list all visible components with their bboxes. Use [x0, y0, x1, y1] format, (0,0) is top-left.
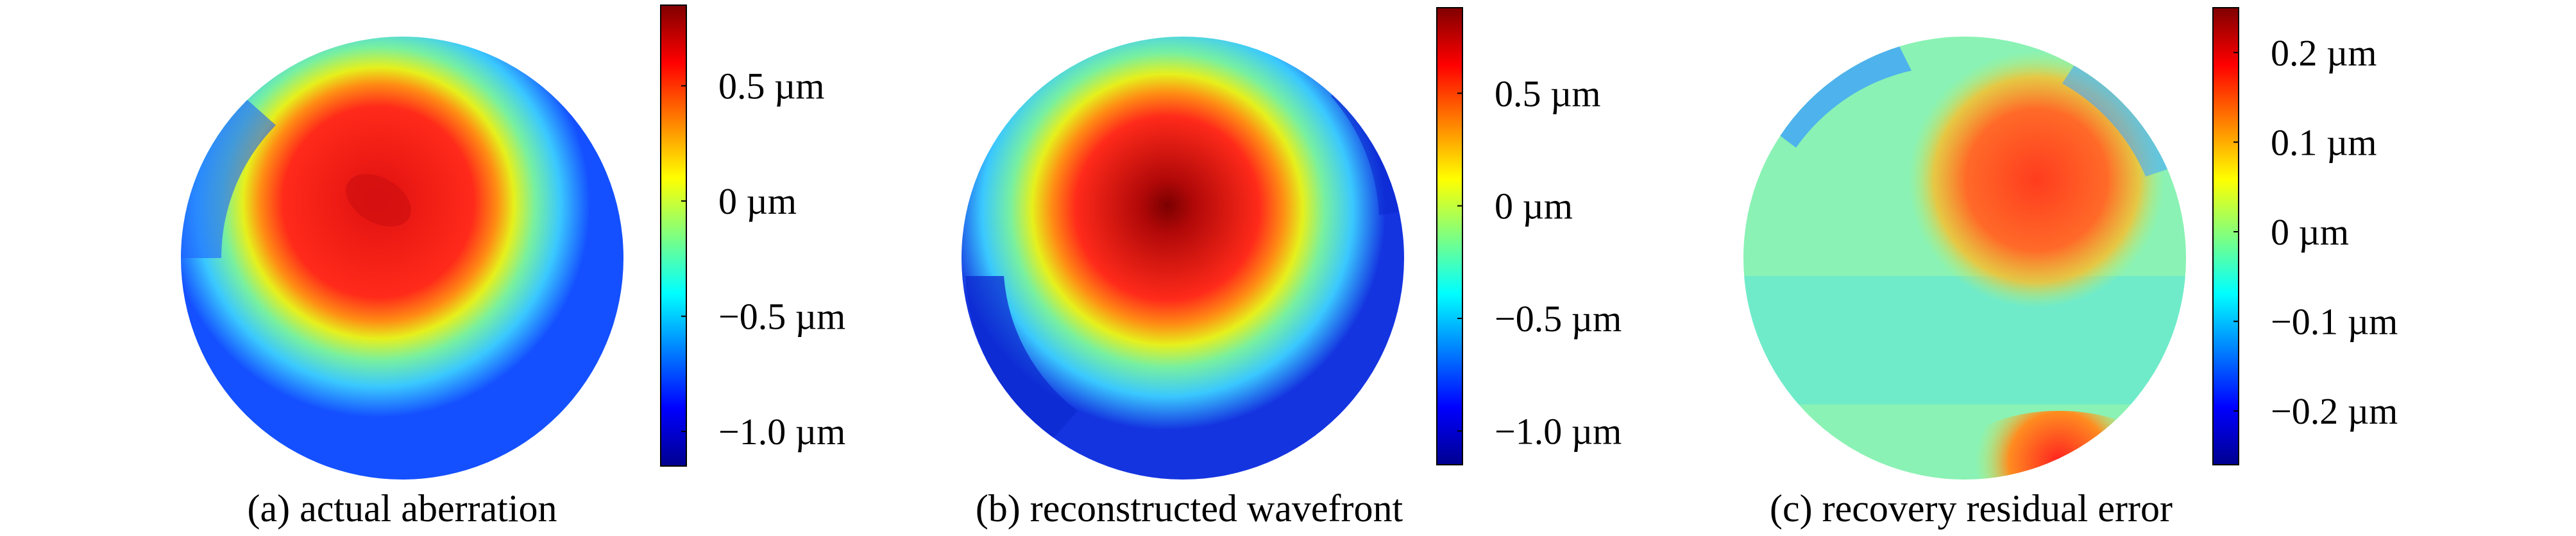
heatmap-c-edge-top-left [1770, 45, 1911, 148]
heatmap-b-edge-band [965, 276, 1078, 440]
colorbar-c [2212, 7, 2239, 465]
heatmap-a-field [181, 37, 623, 480]
colorbar-c-tick-label: 0.1 µm [2271, 121, 2377, 163]
caption-a: (a) actual aberration [247, 487, 557, 530]
colorbar-a-tick-label: −0.5 µm [718, 296, 845, 338]
heatmap-b [962, 37, 1404, 480]
heatmap-a [181, 37, 623, 480]
heatmap-b-field [962, 37, 1404, 480]
heatmap-c-hotspot [1895, 45, 2178, 315]
colorbar-c-tick-label: −0.2 µm [2271, 390, 2398, 432]
colorbar-tick-labels: 0.5 µm 0 µm −0.5 µm −1.0 µm 0.5 µm 0 µm −0.5 µ… [681, 32, 2398, 453]
colorbar-b-tick-label: 0.5 µm [1495, 73, 1601, 114]
colorbar-c-tick-label: 0 µm [2271, 211, 2349, 253]
colorbar-a [660, 4, 687, 467]
colorbar-a-tick-label: −1.0 µm [718, 411, 845, 453]
caption-b: (b) reconstructed wavefront [976, 487, 1403, 530]
colorbar-b-tick-label: −0.5 µm [1495, 298, 1622, 340]
colorbar-b-tick-label: −1.0 µm [1495, 410, 1622, 452]
colorbar-b-tick-label: 0 µm [1495, 186, 1573, 227]
heatmap-a-peak [346, 174, 411, 227]
colorbar-a-tick-label: 0 µm [718, 180, 797, 222]
caption-c: (c) recovery residual error [1770, 487, 2173, 530]
heatmap-b-edge-band-right [1331, 77, 1402, 215]
heatmap-c [1743, 37, 2186, 480]
colorbar-c-tick-label: 0.2 µm [2271, 32, 2377, 74]
colorbar-b [1436, 7, 1463, 465]
colorbar-a-tick-label: 0.5 µm [718, 65, 825, 107]
heatmap-c-edge-top-right [2062, 59, 2174, 177]
heatmap-a-edge-band [181, 99, 276, 258]
colorbar-c-tick-label: −0.1 µm [2271, 301, 2398, 343]
